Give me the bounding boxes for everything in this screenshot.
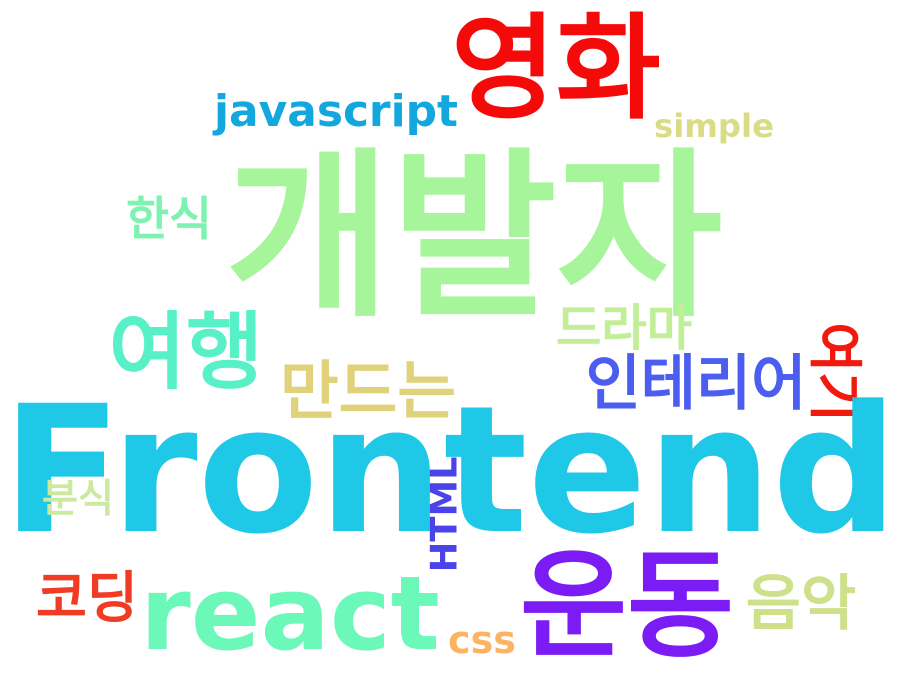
word-drama: 드라마 bbox=[556, 299, 692, 358]
word-koding: 코딩 bbox=[36, 567, 138, 632]
word-mandeuneun: 만드는 bbox=[280, 355, 456, 430]
word-yeohaeng: 여행 bbox=[108, 303, 264, 401]
word-simple: simple bbox=[654, 106, 774, 145]
word-eumak: 음악 bbox=[745, 569, 857, 639]
word-yeonghwa: 영화 bbox=[451, 2, 661, 135]
word-react: react bbox=[140, 554, 440, 674]
word-interior: 인테리어 bbox=[585, 349, 807, 419]
word-gaebalja: 개발자 bbox=[225, 133, 723, 342]
word-bunsik: 분식 bbox=[42, 477, 114, 523]
word-frontend: Frontend bbox=[2, 369, 898, 574]
word-hansik: 한식 bbox=[126, 192, 212, 247]
word-undong: 운동 bbox=[520, 538, 734, 674]
word-css: css bbox=[448, 617, 516, 662]
word-javascript: javascript bbox=[214, 86, 458, 138]
